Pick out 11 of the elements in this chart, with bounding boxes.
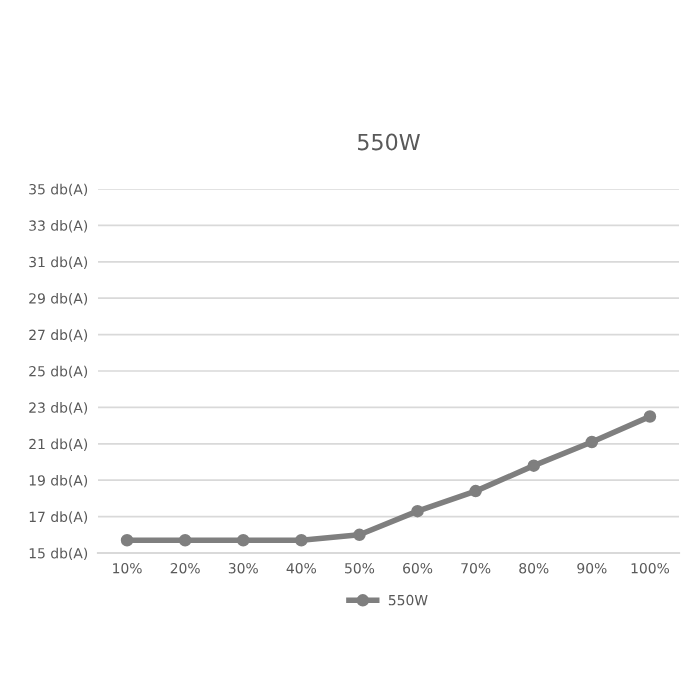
point xyxy=(120,534,134,547)
point xyxy=(527,459,540,472)
point xyxy=(178,534,192,547)
chart-title: 550W xyxy=(358,133,420,151)
point xyxy=(411,504,424,518)
point xyxy=(469,484,482,498)
point xyxy=(237,534,250,547)
point xyxy=(353,528,366,542)
point xyxy=(295,534,308,547)
point xyxy=(643,410,657,423)
point xyxy=(585,435,599,449)
